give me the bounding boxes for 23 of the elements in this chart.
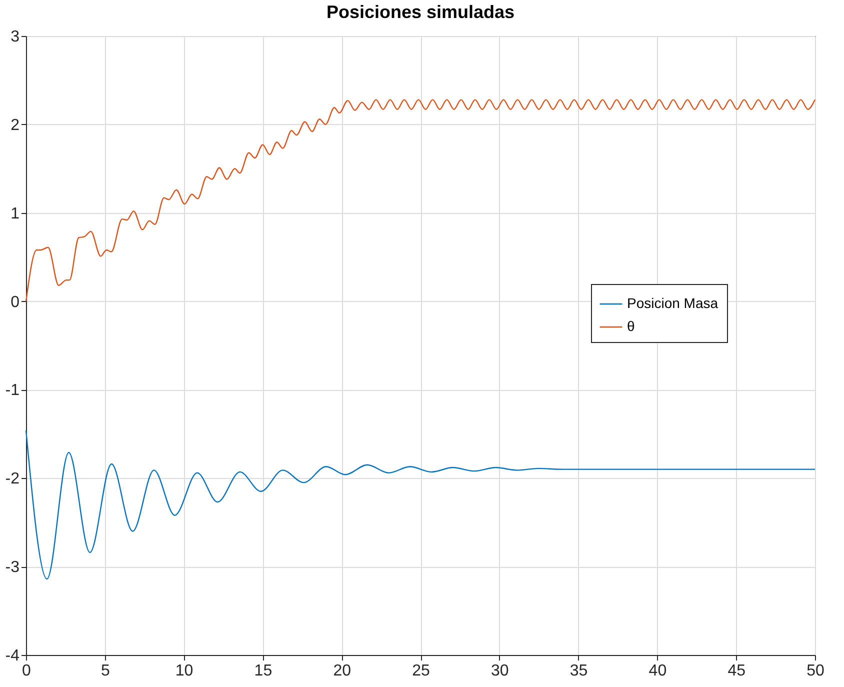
x-tick-label: 0 bbox=[22, 662, 32, 680]
x-tick-label: 5 bbox=[100, 662, 110, 680]
x-tick-label: 25 bbox=[412, 662, 430, 680]
y-tick-label: 0 bbox=[10, 294, 20, 311]
x-tick-label: 15 bbox=[254, 662, 272, 680]
x-tick-label: 45 bbox=[728, 662, 746, 680]
y-tick-label: -2 bbox=[5, 470, 20, 488]
chart-title: Posiciones simuladas bbox=[326, 2, 515, 22]
y-tick-label: 1 bbox=[10, 205, 20, 222]
x-tick-label: 50 bbox=[806, 662, 824, 680]
y-tick-label: -3 bbox=[5, 559, 20, 576]
x-tick-label: 30 bbox=[491, 662, 509, 680]
y-tick-label: -4 bbox=[5, 648, 20, 664]
y-tick-label: -1 bbox=[5, 382, 20, 400]
line-series bbox=[25, 430, 816, 580]
legend-label: θ bbox=[627, 318, 635, 334]
x-tick-label: 35 bbox=[570, 662, 588, 680]
x-tick-label: 40 bbox=[648, 662, 667, 680]
y-tick-label: 2 bbox=[10, 116, 20, 134]
x-tick-label: 20 bbox=[333, 662, 352, 680]
legend-label: Posicion Masa bbox=[627, 295, 718, 311]
y-tick-label: 3 bbox=[10, 28, 20, 46]
x-tick-label: 10 bbox=[175, 662, 194, 680]
